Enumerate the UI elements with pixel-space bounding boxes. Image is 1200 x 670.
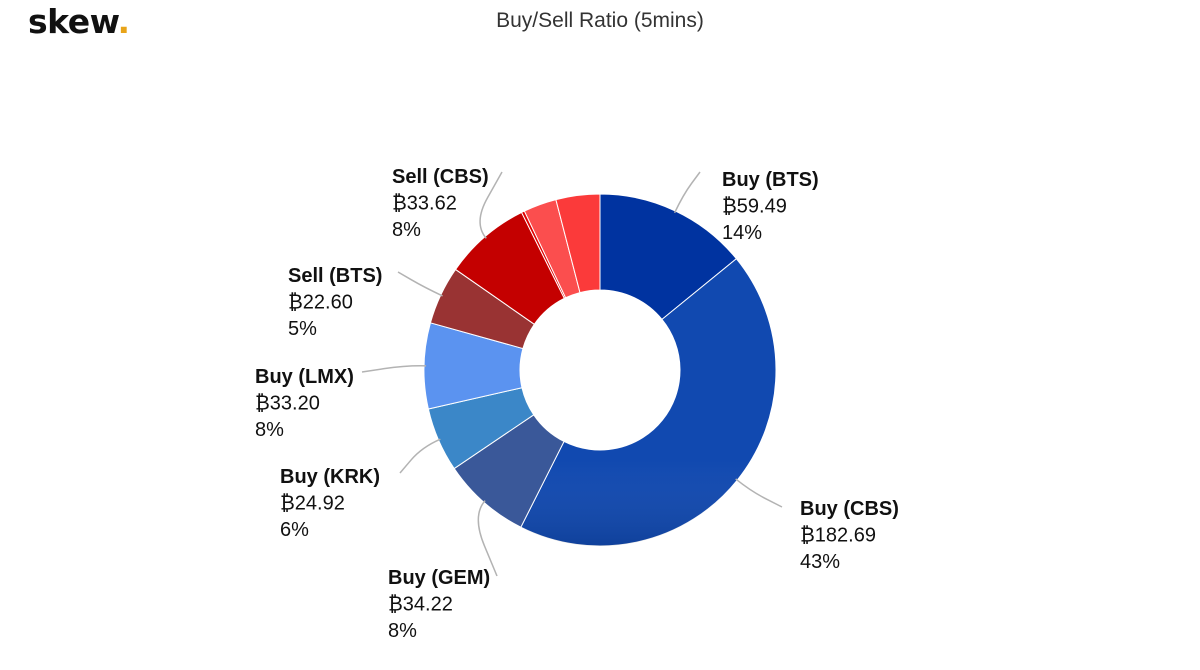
label-value-buy-gem: ₿34.22 [388, 594, 453, 616]
label-name-buy-lmx: Buy (LMX) [255, 366, 354, 388]
leader-line-buy-bts [673, 171, 701, 214]
label-value-sell-bts: ₿22.60 [288, 292, 353, 314]
chart-title: Buy/Sell Ratio (5mins) [496, 9, 704, 32]
label-percent-buy-bts: 14% [722, 222, 762, 244]
leader-line-buy-krk [399, 438, 441, 474]
label-value-buy-cbs: ₿182.69 [800, 525, 876, 547]
label-percent-buy-gem: 8% [388, 620, 417, 642]
label-name-sell-cbs: Sell (CBS) [392, 166, 489, 188]
donut-slices [423, 193, 777, 547]
logo-text: skew [28, 2, 118, 41]
skew-logo: skew. [28, 2, 130, 42]
label-percent-buy-krk: 6% [280, 519, 309, 541]
label-percent-buy-lmx: 8% [255, 419, 284, 441]
logo-dot: . [117, 2, 130, 41]
leader-line-buy-cbs [735, 478, 783, 508]
label-percent-sell-bts: 5% [288, 318, 317, 340]
label-percent-sell-cbs: 8% [392, 219, 421, 241]
label-name-sell-bts: Sell (BTS) [288, 265, 382, 287]
slice-labels: Buy (BTS) ₿59.49 14% Buy (CBS) ₿182.69 43% Buy… [255, 166, 899, 642]
leader-line-buy-lmx [361, 365, 427, 373]
label-percent-buy-cbs: 43% [800, 551, 840, 573]
label-name-buy-gem: Buy (GEM) [388, 567, 490, 589]
label-value-buy-krk: ₿24.92 [280, 493, 345, 515]
label-name-buy-cbs: Buy (CBS) [800, 498, 899, 520]
label-name-buy-krk: Buy (KRK) [280, 466, 380, 488]
label-value-sell-cbs: ₿33.62 [392, 193, 457, 215]
slice-buy-bts[interactable] [599, 193, 738, 321]
label-value-buy-lmx: ₿33.20 [255, 393, 320, 415]
slice-unlabeled-9[interactable] [555, 193, 601, 294]
label-value-buy-bts: ₿59.49 [722, 196, 787, 218]
leader-lines [361, 171, 783, 577]
slice-shade [520, 258, 777, 546]
label-name-buy-bts: Buy (BTS) [722, 169, 819, 191]
leader-line-sell-cbs [479, 171, 503, 239]
leader-line-buy-gem [477, 500, 498, 577]
leader-line-sell-bts [397, 271, 443, 297]
